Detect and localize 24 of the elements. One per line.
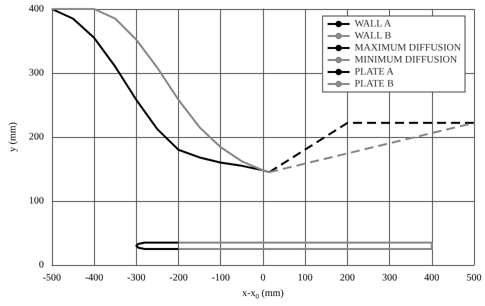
x-tick-label: -400 (84, 272, 104, 284)
y-tick-label: 300 (28, 68, 44, 78)
x-tick-label: 100 (298, 272, 313, 284)
y-tick-label: 100 (28, 196, 44, 206)
legend-label: MINIMUM DIFFUSION (354, 54, 458, 66)
y-tick-label: 400 (28, 4, 44, 14)
legend-label: WALL B (354, 30, 392, 42)
y-tick-label: 0 (38, 260, 44, 270)
x-tick-label: -200 (169, 272, 188, 284)
y-axis-title: y (mm) (8, 122, 18, 152)
legend-label: WALL A (354, 18, 392, 30)
x-tick-label: -100 (212, 272, 230, 284)
x-tick-label: 0 (260, 272, 266, 284)
x-tick-label: 300 (382, 272, 398, 284)
y-tick-label: 200 (28, 132, 44, 142)
x-tick-label: 400 (424, 272, 440, 284)
x-tick-label: -300 (127, 272, 146, 284)
x-tick-label: -500 (42, 272, 62, 284)
legend-label: PLATE B (354, 78, 394, 90)
x-tick-label: 200 (340, 272, 355, 284)
x-tick-label: 500 (466, 272, 482, 284)
line-series (135, 242, 180, 250)
legend-label: PLATE A (354, 66, 395, 78)
legend-label: MAXIMUM DIFFUSION (354, 42, 462, 54)
